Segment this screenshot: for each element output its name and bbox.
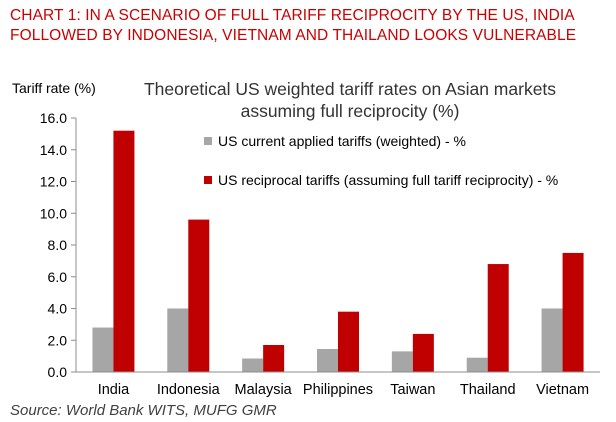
x-tick-label: Malaysia: [235, 382, 293, 398]
y-tick-label: 2.0: [48, 332, 68, 348]
chart-title-line-1: Theoretical US weighted tariff rates on …: [144, 79, 556, 99]
source-note: Source: World Bank WITS, MUFG GMR: [10, 402, 277, 419]
x-tick-label: India: [98, 382, 130, 398]
reciprocal-tariff-bar-india: [113, 130, 135, 372]
current-tariff-bar-vietnam: [541, 308, 563, 372]
y-tick-label: 12.0: [40, 174, 67, 190]
legend-label-1: US current applied tariffs (weighted) - …: [218, 133, 466, 149]
y-tick-label: 4.0: [48, 301, 68, 317]
x-tick-label: Indonesia: [157, 382, 221, 398]
y-tick-label: 0.0: [48, 364, 68, 380]
y-tick-label: 6.0: [48, 269, 68, 285]
reciprocal-tariff-bar-philippines: [338, 311, 359, 372]
heading-line-1: CHART 1: IN A SCENARIO OF FULL TARIFF RE…: [10, 7, 575, 24]
chart-heading: CHART 1: IN A SCENARIO OF FULL TARIFF RE…: [10, 6, 610, 46]
current-tariff-bar-taiwan: [391, 351, 413, 372]
legend-swatch-2: [204, 176, 212, 184]
heading-line-2: FOLLOWED BY INDONESIA, VIETNAM AND THAIL…: [10, 27, 577, 44]
reciprocal-tariff-bar-taiwan: [412, 333, 434, 372]
legend-swatch-1: [204, 137, 212, 145]
reciprocal-tariff-bar-indonesia: [188, 219, 210, 372]
y-tick-label: 10.0: [40, 205, 67, 221]
current-tariff-bar-india: [92, 327, 114, 372]
reciprocal-tariff-bar-thailand: [487, 264, 509, 372]
current-tariff-bar-philippines: [317, 348, 338, 372]
current-tariff-bar-thailand: [466, 357, 488, 372]
x-tick-label: Philippines: [303, 382, 373, 398]
x-tick-label: Thailand: [460, 382, 516, 398]
y-tick-label: 16.0: [40, 110, 67, 126]
chart-title-line-2: assuming full reciprocity (%): [241, 101, 460, 121]
current-tariff-bar-malaysia: [242, 358, 264, 372]
x-tick-label: Vietnam: [536, 382, 589, 398]
legend-label-2: US reciprocal tariffs (assuming full tar…: [218, 172, 558, 188]
current-tariff-bar-indonesia: [167, 308, 189, 372]
y-tick-label: 8.0: [48, 237, 68, 253]
reciprocal-tariff-bar-malaysia: [263, 345, 285, 372]
reciprocal-tariff-bar-vietnam: [562, 252, 584, 372]
y-axis-title: Tariff rate (%): [12, 80, 96, 96]
x-tick-label: Taiwan: [390, 382, 435, 398]
y-tick-label: 14.0: [40, 142, 67, 158]
